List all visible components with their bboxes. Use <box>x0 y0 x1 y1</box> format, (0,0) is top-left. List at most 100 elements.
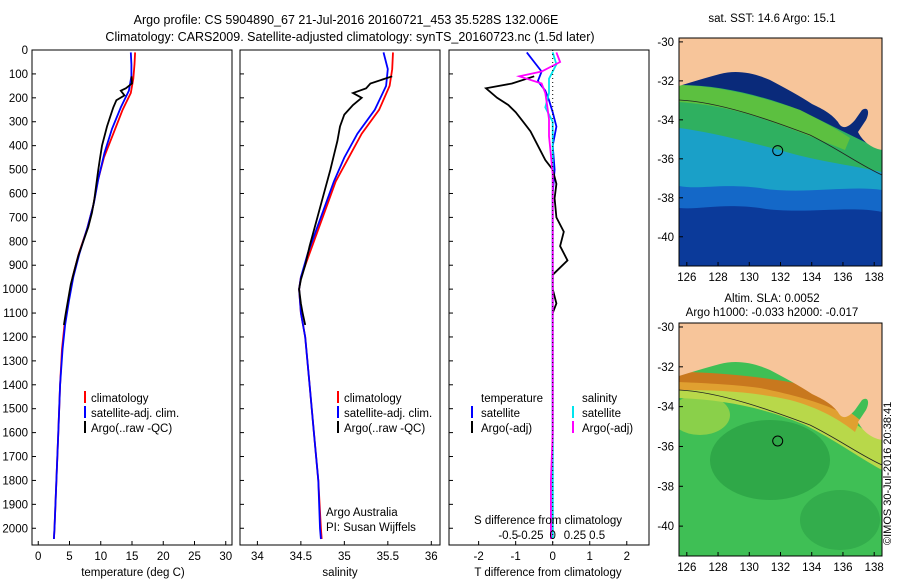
depth-tick-label: 1500 <box>2 404 28 416</box>
legend-satellite-label: satellite-adj. clim. <box>91 408 179 420</box>
depth-tick-label: 1200 <box>2 332 28 344</box>
x-tick-label: 36 <box>425 551 438 563</box>
difference-top-xlabel: S difference from climatology <box>474 515 622 527</box>
map-y-tick-label: -40 <box>657 232 674 244</box>
map-y-tick-label: -38 <box>657 193 674 205</box>
depth-tick-label: 900 <box>9 260 28 272</box>
salinity-xlabel: salinity <box>322 567 357 579</box>
sla-argo-marker <box>772 435 784 447</box>
series-line-climatology <box>298 52 394 540</box>
sla-shelf-dark <box>679 372 845 412</box>
depth-tick-label: 1700 <box>2 452 28 464</box>
map-x-tick-label: 134 <box>802 562 822 574</box>
x-tick-label: 1 <box>587 551 593 563</box>
depth-tick-label: 1400 <box>2 380 28 392</box>
map-x-tick-label: 128 <box>708 562 727 574</box>
map-y-tick-label: -36 <box>657 154 674 166</box>
legend-satellite-label: satellite-adj. clim. <box>344 408 432 420</box>
depth-tick-label: 800 <box>9 236 28 248</box>
map-x-tick-label: 128 <box>708 272 727 284</box>
map-x-tick-label: 130 <box>740 272 759 284</box>
map-x-tick-label: 132 <box>771 272 790 284</box>
series-line-s-argo-adj- <box>515 52 562 539</box>
temperature-panel-frame <box>31 49 233 546</box>
x-tick-label: 34 <box>251 551 264 563</box>
x-tick-label: 10 <box>94 551 107 563</box>
difference-plot: -2 -1 0 1 2 -0.5 -0.25 0 0.25 0.5 <box>474 50 630 563</box>
map-x-tick-label: 138 <box>865 272 884 284</box>
s-tick-label: -0.5 <box>498 530 518 542</box>
sst-map-axes: 126 128 130 132 134 136 138 -30 -32 -34 -36 -38 -40 <box>657 37 883 284</box>
sla-map-subtitle: Argo h1000: -0.033 h2000: -0.017 <box>686 307 859 319</box>
header-subtitle: Climatology: CARS2009. Satellite-adjuste… <box>105 30 594 44</box>
s-tick-label: 0 <box>550 530 556 542</box>
map-y-tick-label: -40 <box>657 521 674 533</box>
x-tick-label: 25 <box>188 551 201 563</box>
legend-argo-label: Argo(..raw -QC) <box>344 423 425 435</box>
sst-map-title: sat. SST: 14.6 Argo: 15.1 <box>708 13 835 25</box>
depth-tick-label: 1600 <box>2 428 28 440</box>
salinity-panel-frame <box>239 49 441 546</box>
series-group <box>53 52 136 540</box>
difference-legend: temperature satellite Argo(-adj) salinit… <box>471 393 633 435</box>
sst-land <box>679 38 882 150</box>
difference-xlabel: T difference from climatology <box>474 567 621 579</box>
map-y-tick-label: -32 <box>657 76 674 88</box>
x-tick-label: 0 <box>35 551 41 563</box>
sla-patch-high <box>679 395 730 435</box>
sst-argo-marker <box>772 145 784 157</box>
series-line-argo-raw-qc- <box>298 75 393 326</box>
map-y-tick-label: -30 <box>657 322 674 334</box>
map-x-tick-label: 132 <box>771 562 790 574</box>
salinity-plot: 34 34.5 35 35.5 36 <box>251 52 438 563</box>
legend-climatology-label: climatology <box>344 393 402 405</box>
s-tick-label: 0.5 <box>589 530 605 542</box>
map-y-tick-label: -34 <box>657 115 674 127</box>
x-tick-label: 30 <box>219 551 232 563</box>
legend-salinity-title: salinity <box>582 393 617 405</box>
sla-patch-low-2 <box>800 490 880 550</box>
sst-isobath <box>679 99 882 176</box>
legend-t-argo-label: Argo(-adj) <box>481 423 532 435</box>
depth-tick-label: 600 <box>9 188 28 200</box>
depth-tick-label: 500 <box>9 165 28 177</box>
series-group <box>483 51 569 539</box>
sla-patch-low <box>710 420 830 500</box>
series-line-climatology <box>53 52 136 540</box>
map-x-tick-label: 134 <box>802 272 822 284</box>
depth-tick-label: 100 <box>9 69 28 81</box>
map-x-tick-label: 130 <box>740 562 759 574</box>
depth-tick-label: 0 <box>22 45 28 57</box>
legend-t-satellite-label: satellite <box>481 408 520 420</box>
sla-shelf-yellow <box>679 372 882 470</box>
map-y-tick-label: -32 <box>657 362 674 374</box>
x-tick-label: 2 <box>624 551 630 563</box>
x-tick-label: 5 <box>66 551 72 563</box>
sla-map-axes: 126 128 130 132 134 136 138 -30 -32 -34 -36 -38 -40 <box>657 322 883 574</box>
difference-panel-frame <box>448 49 650 546</box>
imos-credit: ©IMOS 30-Jul-2016 20:38:41 <box>882 402 894 545</box>
legend-temperature-title: temperature <box>481 393 543 405</box>
temperature-xlabel: temperature (deg C) <box>81 567 185 579</box>
s-tick-label: -0.25 <box>517 530 543 542</box>
series-line-argo-raw-qc- <box>63 76 133 326</box>
x-tick-label: 35 <box>338 551 351 563</box>
sst-map <box>679 38 882 266</box>
map-y-tick-label: -34 <box>657 402 674 414</box>
x-tick-label: 15 <box>126 551 139 563</box>
header-title: Argo profile: CS 5904890_67 21-Jul-2016 … <box>134 13 559 27</box>
annotation-pi: PI: Susan Wijffels <box>326 522 416 534</box>
depth-tick-label: 2000 <box>2 523 28 535</box>
series-line-satellite-adj-clim- <box>298 52 389 540</box>
salinity-legend: climatology satellite-adj. clim. Argo(..… <box>337 391 432 435</box>
map-x-tick-label: 126 <box>677 562 696 574</box>
sla-land <box>679 323 882 440</box>
x-tick-label: 0 <box>550 551 556 563</box>
x-tick-label: 35.5 <box>377 551 399 563</box>
legend-s-satellite-label: satellite <box>582 408 621 420</box>
sla-map <box>679 323 882 556</box>
depth-tick-label: 1000 <box>2 284 28 296</box>
map-y-tick-label: -38 <box>657 481 674 493</box>
depth-tick-label: 200 <box>9 93 28 105</box>
